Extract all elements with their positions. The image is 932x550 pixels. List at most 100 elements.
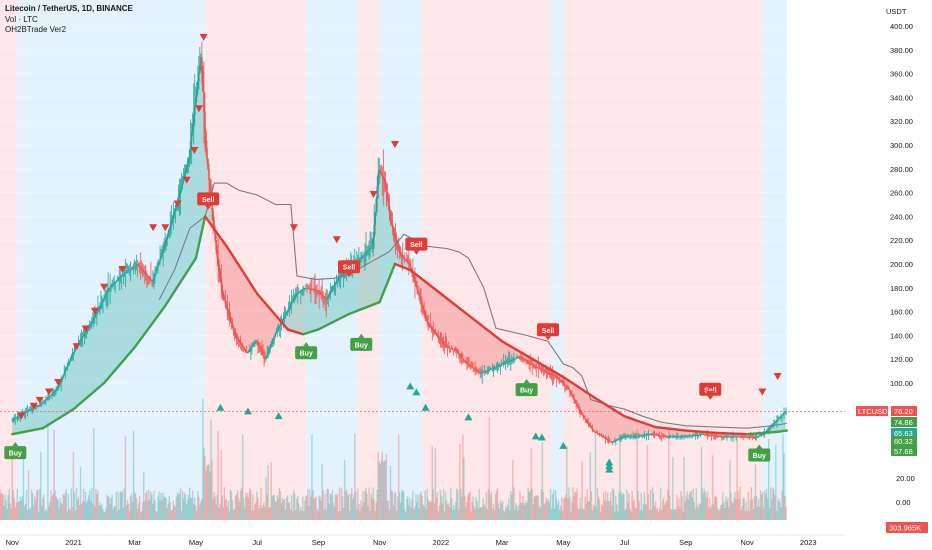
volume-bar: [361, 507, 363, 520]
candle-body: [597, 433, 600, 435]
candle-body: [137, 265, 140, 267]
volume-bar: [728, 507, 730, 520]
candle-body: [201, 57, 203, 72]
volume-bar: [719, 509, 721, 520]
candle-body: [89, 323, 92, 326]
candle-body: [612, 441, 615, 443]
candle-body: [653, 434, 656, 436]
price-tick-label: 320.00: [890, 117, 913, 126]
volume-bar: [387, 501, 390, 520]
candle-body: [16, 416, 19, 418]
volume-indicator-label[interactable]: Vol · LTC: [5, 14, 38, 24]
candle-body: [765, 430, 768, 432]
volume-bar: [682, 511, 684, 520]
volume-bar: [331, 489, 334, 520]
volume-bar: [468, 492, 470, 520]
volume-bar: [76, 499, 79, 520]
candle-body: [74, 347, 77, 350]
volume-bar: [705, 497, 708, 520]
volume-bar: [136, 508, 139, 520]
time-axis[interactable]: Nov 2021 Mar May Jul Sep Nov 2022 Mar May Jul Sep No…: [0, 534, 845, 547]
candle-body: [658, 435, 661, 437]
bear-regime-band: [205, 0, 307, 520]
candle-body: [298, 291, 301, 293]
volume-bar: [689, 491, 691, 520]
candle-body: [481, 372, 484, 374]
ma-line-falling: [393, 262, 412, 272]
candle-body: [156, 267, 158, 271]
candle-body: [387, 198, 390, 206]
chart-grid: [0, 25, 845, 384]
volume-bar: [619, 434, 621, 520]
candle-body: [220, 278, 223, 286]
volume-bar: [272, 495, 274, 520]
candle-body: [723, 436, 725, 438]
buy-signal-tag: [748, 448, 771, 462]
volume-bar: [590, 491, 593, 520]
candle-body: [110, 285, 112, 287]
candle-body: [109, 286, 111, 288]
volume-bar: [775, 444, 777, 520]
candle-body: [238, 341, 241, 343]
candle-body: [620, 437, 622, 439]
candle-body: [49, 395, 51, 397]
candle-body: [627, 436, 629, 438]
price-value-tag: [891, 446, 917, 456]
volume-bar: [743, 497, 745, 520]
candle-body: [146, 274, 148, 276]
sell-arrow-marker: [100, 283, 109, 291]
volume-bar: [75, 487, 78, 520]
time-tick-label: Sep: [312, 538, 325, 547]
volume-bar: [785, 506, 787, 520]
candle-body: [671, 436, 673, 438]
candle-body: [17, 416, 20, 417]
candle-body: [326, 298, 329, 300]
volume-bar: [355, 491, 357, 520]
candle-body: [279, 324, 282, 327]
volume-bar: [115, 491, 117, 520]
volume-bar: [703, 488, 706, 520]
volume-bar: [641, 510, 643, 520]
volume-bar: [673, 509, 675, 520]
volume-bar: [354, 433, 356, 520]
candle-body: [274, 333, 277, 337]
volume-bar: [177, 494, 180, 520]
ma-line-falling: [715, 431, 749, 436]
candle-body: [417, 289, 419, 293]
volume-bar: [90, 501, 92, 520]
candle-body: [783, 413, 785, 415]
candle-body: [517, 357, 519, 359]
volume-bar: [157, 496, 159, 520]
signal-label: Buy: [300, 351, 313, 358]
candle-body: [311, 288, 313, 290]
candle-body: [563, 383, 565, 385]
volume-bar: [408, 505, 410, 520]
candle-body: [532, 365, 535, 367]
candle-body: [457, 353, 460, 355]
candle-body: [29, 409, 32, 411]
strategy-indicator-label[interactable]: OH2BTrade Ver2: [5, 25, 67, 34]
symbol-title[interactable]: Litecoin / TetherUS, 1D, BINANCE: [5, 4, 133, 13]
volume-bar: [578, 509, 580, 520]
volume-bar: [739, 487, 741, 520]
volume-bar: [694, 508, 697, 520]
candle-body: [269, 346, 271, 350]
candle-body: [253, 344, 255, 346]
candle-body: [222, 292, 225, 297]
volume-bar: [320, 500, 322, 520]
volume-bar: [21, 496, 24, 520]
sell-arrow-marker: [773, 373, 782, 381]
volume-bar: [592, 504, 595, 520]
volume-bar: [341, 495, 344, 520]
price-axis[interactable]: USDT100.00120.00140.00160.00180.00200.00…: [886, 7, 928, 533]
candle-body: [592, 429, 595, 431]
candle-body: [330, 290, 333, 293]
volume-bar: [762, 507, 765, 520]
volume-bar: [539, 507, 542, 520]
candle-body: [333, 284, 336, 287]
candle-body: [378, 170, 381, 174]
buy-signal-tag: [295, 346, 318, 360]
volume-bar: [591, 510, 594, 520]
candle-body: [139, 267, 142, 269]
